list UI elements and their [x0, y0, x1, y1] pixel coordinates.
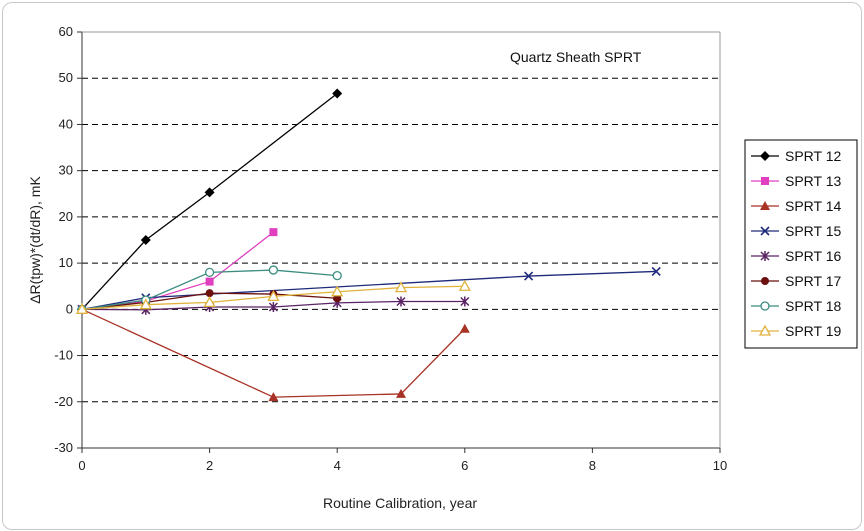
- series-group: [75, 88, 661, 402]
- data-point: [524, 271, 534, 281]
- y-tick-label: 20: [59, 209, 73, 224]
- y-tick-label: 0: [66, 301, 73, 316]
- chart-annotation: Quartz Sheath SPRT: [510, 49, 642, 65]
- data-point: [204, 187, 215, 198]
- legend-marker: [761, 277, 769, 285]
- data-point: [205, 289, 214, 298]
- data-point: [205, 277, 214, 286]
- legend-marker: [760, 151, 770, 161]
- data-point: [140, 235, 151, 245]
- plot-area: [82, 32, 720, 448]
- legend-item: SPRT 18: [751, 298, 842, 314]
- x-tick-labels: 0 2 4 6 8 10: [78, 458, 727, 473]
- legend-label: SPRT 18: [785, 298, 842, 314]
- legend-marker: [760, 251, 770, 261]
- y-tick-label: 50: [59, 70, 73, 85]
- data-point: [396, 388, 406, 398]
- data-point: [75, 302, 89, 314]
- data-point: [332, 270, 342, 281]
- axes: [77, 31, 721, 453]
- x-tick-label: 4: [334, 458, 341, 473]
- x-tick-label: 8: [589, 458, 596, 473]
- legend-label: SPRT 16: [785, 248, 842, 264]
- legend-label: SPRT 14: [785, 198, 842, 214]
- legend-item: SPRT 12: [751, 148, 842, 164]
- legend: SPRT 12 SPRT 13 SPRT 14 SPRT 15 SPRT 16 SPRT …: [744, 139, 858, 349]
- data-point: [268, 392, 279, 402]
- legend-marker: [760, 201, 770, 210]
- data-point: [268, 302, 278, 313]
- legend-item: SPRT 13: [751, 173, 842, 189]
- y-tick-label: -10: [54, 348, 73, 363]
- legend-label: SPRT 15: [785, 223, 842, 239]
- x-tick-label: 0: [78, 458, 85, 473]
- data-point: [204, 267, 215, 278]
- data-point: [396, 296, 406, 307]
- data-point: [331, 285, 344, 297]
- series-sprt-19: [75, 279, 471, 314]
- data-point: [651, 266, 661, 276]
- legend-item: SPRT 15: [751, 223, 842, 239]
- legend-label: SPRT 17: [785, 273, 842, 289]
- series-line: [81, 92, 338, 310]
- y-tick-labels: -30 -20 -10 0 10 20 30 40 50 60: [54, 24, 73, 455]
- y-tick-label: -20: [54, 394, 73, 409]
- data-point: [269, 228, 278, 237]
- data-point: [267, 290, 280, 302]
- plot-background: [82, 32, 720, 448]
- y-axis-title: ΔR(tpw)*(dt/dR), mK: [27, 176, 43, 304]
- data-point: [458, 279, 471, 291]
- data-point: [394, 281, 408, 293]
- legend-item: SPRT 16: [751, 248, 842, 264]
- x-axis-title: Routine Calibration, year: [323, 495, 477, 511]
- x-tick-label: 6: [461, 458, 468, 473]
- y-tick-label: 10: [59, 255, 73, 270]
- y-tick-label: -30: [54, 440, 73, 455]
- series-line: [81, 308, 466, 398]
- legend-label: SPRT 19: [785, 323, 842, 339]
- legend-label: SPRT 12: [785, 148, 842, 164]
- y-tick-label: 40: [59, 116, 73, 131]
- data-point: [459, 323, 470, 333]
- legend-marker: [760, 226, 770, 236]
- legend-item: SPRT 19: [751, 323, 842, 339]
- legend-item: SPRT 17: [751, 273, 842, 289]
- data-point: [460, 296, 470, 307]
- data-point: [332, 88, 343, 99]
- legend-marker: [758, 324, 772, 336]
- x-tick-label: 10: [713, 458, 727, 473]
- legend-box: [744, 139, 858, 349]
- data-point: [139, 298, 152, 310]
- data-point: [203, 296, 216, 308]
- y-tick-label: 60: [59, 24, 73, 39]
- legend-marker: [761, 177, 769, 185]
- legend-label: SPRT 13: [785, 173, 842, 189]
- y-tick-label: 30: [59, 163, 73, 178]
- x-tick-label: 2: [206, 458, 213, 473]
- legend-marker: [760, 301, 770, 311]
- legend-item: SPRT 14: [751, 198, 842, 214]
- data-point: [268, 265, 279, 275]
